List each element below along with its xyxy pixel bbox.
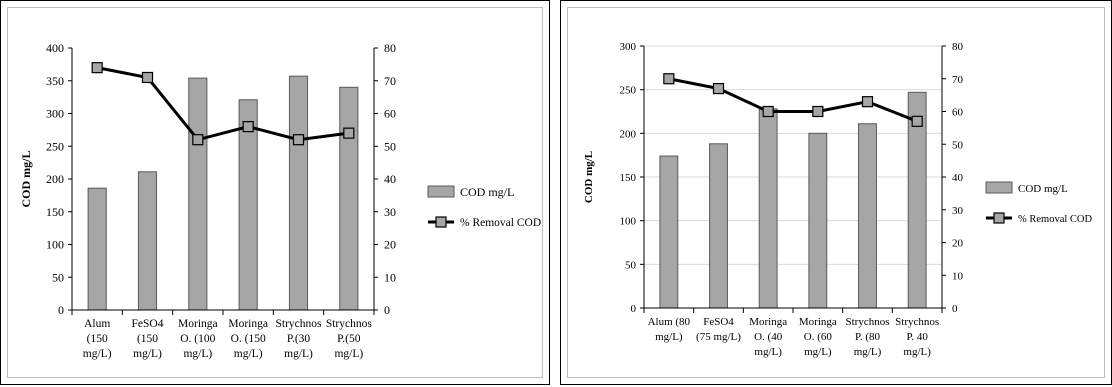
y-tick-label-right: 20 bbox=[384, 238, 396, 252]
legend-label-bar: COD mg/L bbox=[1018, 183, 1068, 195]
y-axis-title: COD mg/L bbox=[583, 151, 595, 203]
legend-label-line: % Removal COD bbox=[1018, 214, 1092, 225]
removal-marker-2 bbox=[192, 134, 204, 146]
y-tick-label-left: 0 bbox=[631, 303, 637, 315]
x-tick-label-4: Strychnos P.(30 mg/L) bbox=[276, 318, 323, 360]
y-tick-label-left: 50 bbox=[52, 270, 64, 284]
legend-swatch-marker bbox=[993, 212, 1005, 224]
y-tick-label-left: 300 bbox=[46, 107, 64, 121]
removal-marker-3 bbox=[812, 105, 824, 118]
x-tick-label-4: Strychnos P. (80 mg/L) bbox=[846, 316, 890, 358]
y-tick-label-left: 100 bbox=[620, 216, 637, 228]
y-tick-label-right: 50 bbox=[384, 139, 396, 153]
y-tick-label-left: 100 bbox=[46, 238, 64, 252]
bar-0 bbox=[87, 187, 107, 311]
removal-marker-2 bbox=[762, 105, 774, 118]
x-tick-label-2: Moringa O. (40 mg/L) bbox=[749, 316, 787, 358]
y-axis-title: COD mg/L bbox=[19, 151, 33, 208]
x-tick-label-0: Alum (150 mg/L) bbox=[83, 318, 112, 360]
x-tick-label-3: Moringa O. (60 mg/L) bbox=[799, 316, 837, 358]
y-tick-label-right: 40 bbox=[952, 172, 964, 184]
removal-line bbox=[96, 66, 350, 142]
legend-label-line: % Removal COD bbox=[460, 217, 541, 229]
y-tick-label-right: 10 bbox=[384, 270, 396, 284]
x-tick-label-5: Strychnos P. 40 mg/L) bbox=[895, 316, 939, 358]
x-tick-label-1: FeSO4 (75 mg/L) bbox=[696, 316, 741, 343]
bar-1 bbox=[709, 143, 728, 309]
y-tick-label-right: 0 bbox=[384, 303, 390, 317]
y-tick-label-left: 0 bbox=[58, 303, 64, 317]
removal-marker-4 bbox=[292, 134, 305, 146]
removal-marker-0 bbox=[91, 62, 103, 74]
y-tick-label-left: 200 bbox=[620, 128, 637, 140]
y-tick-label-right: 0 bbox=[952, 303, 958, 315]
bar-3 bbox=[808, 132, 828, 309]
bar-2 bbox=[758, 108, 778, 309]
legend-swatch-marker bbox=[435, 216, 447, 228]
removal-line bbox=[668, 77, 918, 123]
bar-4 bbox=[288, 75, 309, 311]
chart-left: 0 50 100 150 200 250 300 350 400 0 10 20 30 40 50 60 70 8… bbox=[19, 41, 541, 360]
chart-frame-left: 0 50 100 150 200 250 300 350 400 0 10 20 30 40 50 60 70 8… bbox=[7, 7, 543, 378]
removal-marker-1 bbox=[141, 71, 154, 84]
y-tick-label-right: 30 bbox=[952, 205, 964, 217]
removal-marker-1 bbox=[712, 82, 725, 95]
y-tick-label-right: 80 bbox=[384, 41, 396, 55]
y-tick-label-left: 50 bbox=[625, 259, 637, 271]
removal-marker-5 bbox=[911, 115, 923, 127]
bar-2 bbox=[188, 77, 208, 311]
removal-marker-0 bbox=[663, 73, 675, 85]
y-tick-label-right: 70 bbox=[384, 74, 396, 88]
chart-panel-right: 0 50 100 150 200 250 300 0 10 20 30 40 50 60 70 80 Alum … bbox=[560, 0, 1112, 385]
x-tick-label-5: Strychnos P.(50 mg/L) bbox=[326, 318, 373, 360]
removal-marker-5 bbox=[343, 127, 355, 139]
y-tick-label-right: 10 bbox=[952, 270, 964, 282]
y-tick-label-right: 70 bbox=[952, 74, 964, 86]
x-tick-label-1: FeSO4 (150 mg/L) bbox=[132, 318, 164, 360]
y-tick-label-right: 60 bbox=[384, 107, 396, 121]
x-tick-label-2: Moringa O. (100 mg/L) bbox=[178, 318, 218, 360]
removal-marker-3 bbox=[242, 120, 254, 133]
legend-swatch-bar bbox=[985, 181, 1013, 194]
y-tick-label-left: 400 bbox=[46, 41, 64, 55]
y-tick-label-right: 50 bbox=[952, 139, 964, 151]
y-tick-label-right: 60 bbox=[952, 107, 964, 119]
y-tick-label-right: 20 bbox=[952, 238, 964, 250]
legend-label-bar: COD mg/L bbox=[460, 185, 514, 199]
legend-swatch-bar bbox=[427, 185, 455, 198]
y-tick-label-right: 30 bbox=[384, 205, 396, 219]
removal-marker-4 bbox=[861, 96, 874, 108]
y-tick-label-right: 80 bbox=[952, 41, 964, 53]
bar-5 bbox=[339, 86, 359, 311]
chart-panel-left: 0 50 100 150 200 250 300 350 400 0 10 20 30 40 50 60 70 8… bbox=[0, 0, 550, 385]
y-tick-label-left: 350 bbox=[46, 74, 64, 88]
chart-right: 0 50 100 150 200 250 300 0 10 20 30 40 50 60 70 80 Alum … bbox=[583, 41, 1092, 358]
x-tick-label-0: Alum (80 mg/L) bbox=[648, 316, 691, 343]
y-tick-label-left: 250 bbox=[620, 85, 637, 97]
y-tick-label-right: 40 bbox=[384, 172, 396, 186]
bar-4 bbox=[858, 123, 877, 309]
x-tick-label-3: Moringa O. (150 mg/L) bbox=[228, 318, 268, 360]
bar-1 bbox=[137, 171, 158, 311]
chart-frame-right: 0 50 100 150 200 250 300 0 10 20 30 40 50 60 70 80 Alum … bbox=[567, 7, 1105, 378]
y-tick-label-left: 150 bbox=[620, 172, 637, 184]
y-tick-label-left: 200 bbox=[46, 172, 64, 186]
y-tick-label-left: 150 bbox=[46, 205, 64, 219]
bar-0 bbox=[659, 155, 679, 309]
y-tick-label-left: 300 bbox=[620, 41, 637, 53]
y-tick-label-left: 250 bbox=[46, 139, 64, 153]
